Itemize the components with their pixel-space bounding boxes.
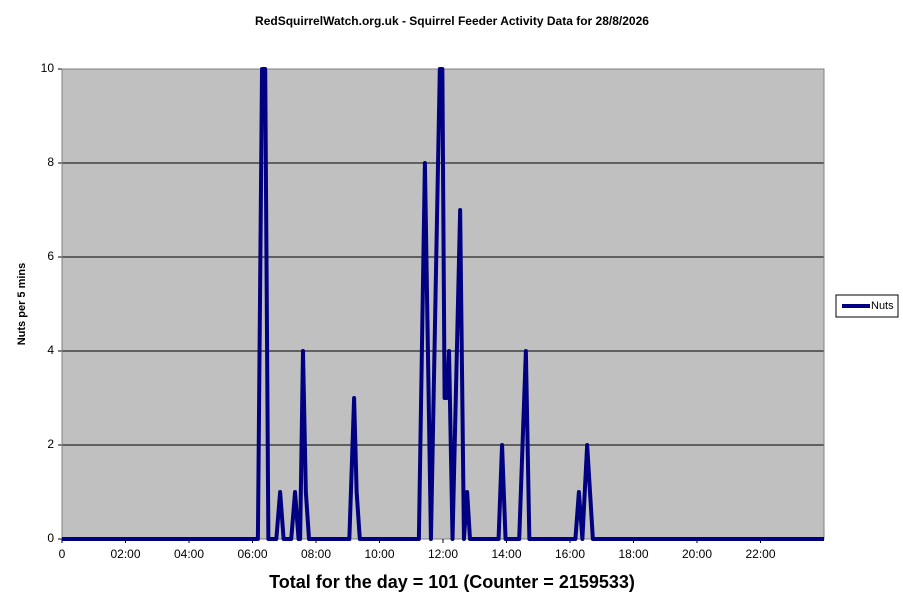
y-tick-label: 0 bbox=[47, 531, 54, 545]
x-tick-label: 06:00 bbox=[237, 547, 267, 561]
y-tick-label: 8 bbox=[47, 155, 54, 169]
legend-label: Nuts bbox=[871, 300, 894, 312]
x-tick-label: 10:00 bbox=[364, 547, 394, 561]
y-tick-label: 10 bbox=[41, 61, 55, 75]
x-tick-label: 22:00 bbox=[745, 547, 775, 561]
data-line bbox=[62, 67, 824, 541]
x-tick-label: 16:00 bbox=[555, 547, 585, 561]
y-tick-label: 6 bbox=[47, 249, 54, 263]
y-tick-label: 2 bbox=[47, 437, 54, 451]
x-tick-label: 12:00 bbox=[428, 547, 458, 561]
x-tick-label: 02:00 bbox=[110, 547, 140, 561]
x-tick-label: 20:00 bbox=[682, 547, 712, 561]
footer: Total for the day = 101 (Counter = 21595… bbox=[269, 572, 635, 592]
y-tick-label: 4 bbox=[47, 343, 54, 357]
x-tick-label: 14:00 bbox=[491, 547, 521, 561]
y-axis-label: Nuts per 5 mins bbox=[16, 263, 28, 346]
x-tick-label: 18:00 bbox=[618, 547, 648, 561]
x-tick-label: 04:00 bbox=[174, 547, 204, 561]
chart-title: RedSquirrelWatch.org.uk - Squirrel Feede… bbox=[255, 14, 649, 28]
x-tick-label: 0 bbox=[59, 547, 66, 561]
x-tick-label: 08:00 bbox=[301, 547, 331, 561]
